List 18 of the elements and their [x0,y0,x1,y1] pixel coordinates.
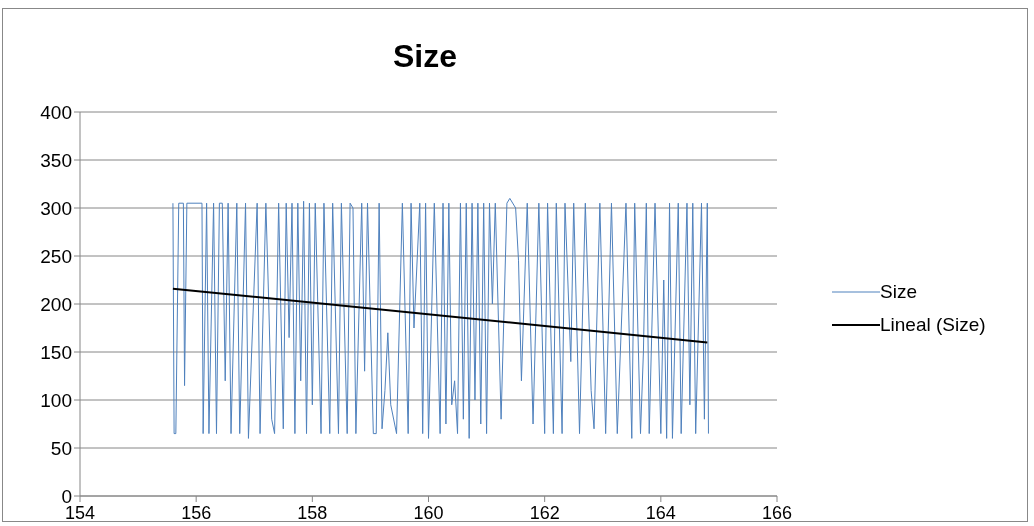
y-tick-label: 300 [40,197,72,219]
chart-title: Size [392,38,458,75]
legend-label: Lineal (Size) [880,313,986,336]
x-tick-label: 156 [181,502,212,523]
y-tick-label: 250 [40,245,72,267]
x-tick-label: 162 [529,502,560,523]
y-tick-label: 50 [50,437,72,459]
legend-label: Size [880,280,917,303]
y-tick-label: 100 [40,389,72,411]
line-series [172,197,709,439]
y-tick-label: 400 [40,101,72,123]
x-tick-label: 164 [645,502,676,523]
y-tick-label: 200 [40,293,72,315]
x-tick-label: 160 [413,502,444,523]
y-tick-label: 350 [40,149,72,171]
x-tick-label: 158 [297,502,328,523]
y-tick-label: 150 [40,341,72,363]
x-tick-label: 166 [761,502,793,523]
